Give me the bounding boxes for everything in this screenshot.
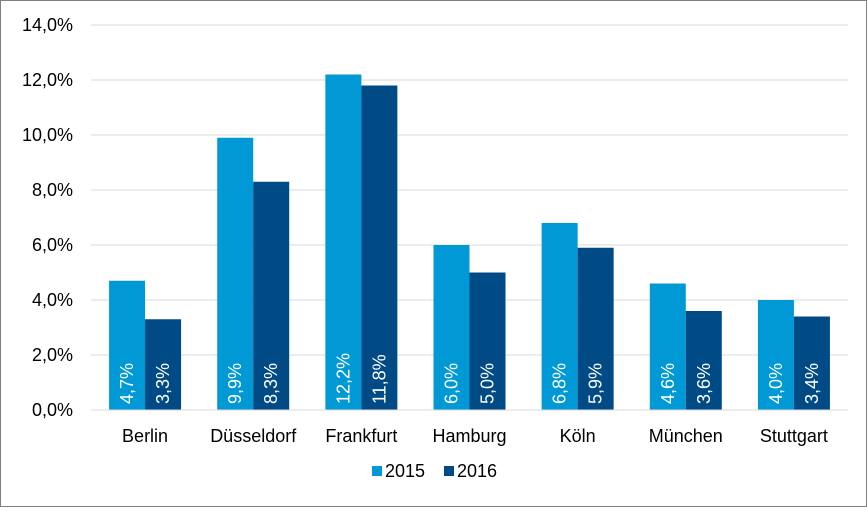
y-tick-label: 6,0% <box>32 235 73 255</box>
y-tick-label: 2,0% <box>32 345 73 365</box>
y-tick-label: 12,0% <box>22 70 73 90</box>
data-label: 12,2% <box>333 353 353 404</box>
bar-2016 <box>469 272 506 410</box>
legend-label: 2016 <box>457 461 497 481</box>
legend-swatch-2016 <box>444 466 454 476</box>
y-tick-label: 8,0% <box>32 180 73 200</box>
y-tick-label: 0,0% <box>32 400 73 420</box>
data-label: 4,6% <box>658 363 678 404</box>
x-axis-category-labels: Berlin Düsseldorf Frankfurt Hamburg Köln Münc… <box>122 426 828 446</box>
bars <box>109 74 830 410</box>
x-category-label: München <box>649 426 723 446</box>
data-label: 11,8% <box>369 354 389 404</box>
bar-2015 <box>325 74 362 410</box>
y-tick-label: 4,0% <box>32 290 73 310</box>
bar-2016 <box>361 85 398 410</box>
bar-2015 <box>541 223 578 410</box>
bar-2016 <box>685 311 722 410</box>
data-label: 6,0% <box>442 363 462 404</box>
data-label: 3,4% <box>802 363 822 404</box>
x-category-label: Köln <box>560 426 596 446</box>
legend-label: 2015 <box>385 461 425 481</box>
bar-2015 <box>109 280 146 410</box>
data-label: 4,7% <box>117 363 137 404</box>
bar-2016 <box>577 247 614 410</box>
data-label: 5,0% <box>478 363 498 404</box>
data-labels: 4,7% 3,3% 9,9% 8,3% 12,2% 11,8% 6,0% 5,0% 6,8% 5,… <box>117 353 822 404</box>
x-category-label: Stuttgart <box>760 426 828 446</box>
bar-2015 <box>433 245 470 410</box>
legend: 2015 2016 <box>372 461 497 481</box>
x-category-label: Frankfurt <box>325 426 397 446</box>
legend-swatch-2015 <box>372 466 382 476</box>
bar-2016 <box>253 181 290 410</box>
bar-2015 <box>217 137 254 410</box>
data-label: 9,9% <box>225 363 245 404</box>
y-tick-label: 14,0% <box>22 15 73 35</box>
x-category-label: Düsseldorf <box>210 426 297 446</box>
data-label: 8,3% <box>261 363 281 404</box>
data-label: 5,9% <box>586 363 606 404</box>
bar-2015 <box>649 283 686 410</box>
data-label: 3,3% <box>153 363 173 404</box>
bar-2016 <box>793 316 830 410</box>
x-category-label: Berlin <box>122 426 168 446</box>
y-axis-tick-labels: 0,0% 2,0% 4,0% 6,0% 8,0% 10,0% 12,0% 14,0% <box>22 15 73 420</box>
x-category-label: Hamburg <box>432 426 506 446</box>
data-label: 4,0% <box>766 363 786 404</box>
bar-2015 <box>757 300 794 410</box>
data-label: 3,6% <box>694 363 714 404</box>
bar-2016 <box>145 319 182 410</box>
y-tick-label: 10,0% <box>22 125 73 145</box>
data-label: 6,8% <box>550 363 570 404</box>
